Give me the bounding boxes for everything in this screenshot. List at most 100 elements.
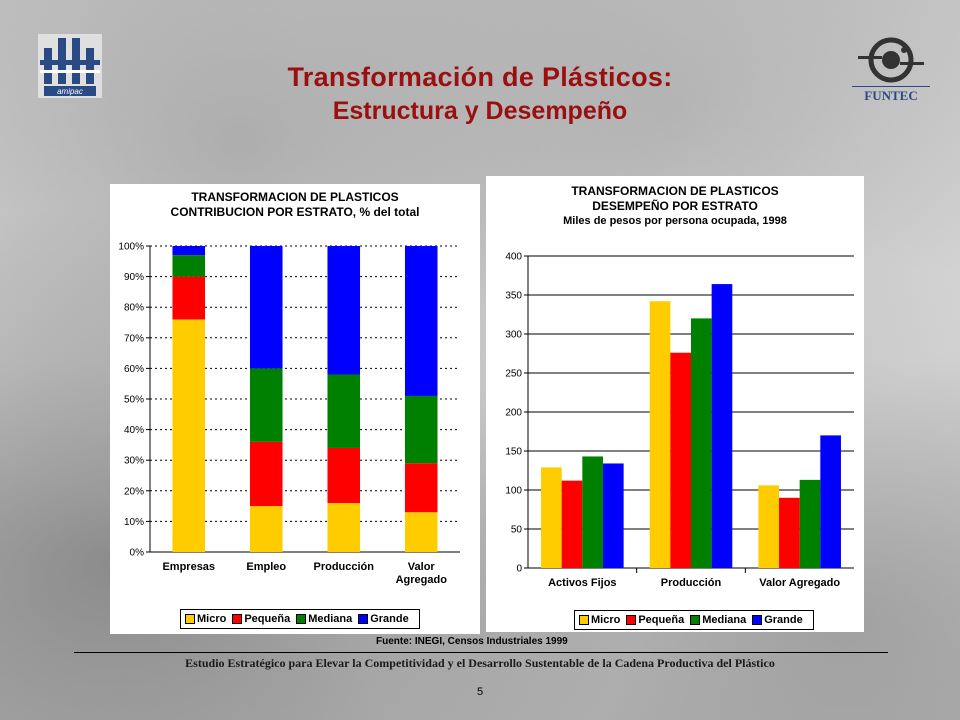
chart-desempeno-legend-swatch-micro [579, 615, 589, 625]
amipac-logo-text: amipac [57, 87, 83, 96]
chart-contribucion-bar-empleo-mediana [249, 368, 283, 442]
chart-desempeno-bar-valor-agregado-grande [820, 435, 841, 568]
chart-contribucion-legend-swatch-grande [358, 614, 369, 624]
chart-contribucion-bar-empleo-grande [249, 246, 283, 369]
chart-contribucion-ytick-label: 20% [124, 486, 144, 497]
funtec-logo-text: FUNTEC [852, 86, 930, 104]
chart-contribucion-bar-valor-agregado-pequena [404, 463, 438, 513]
chart-contribucion-bar-produccion-grande [327, 246, 361, 375]
chart-desempeno-legend-item-pequena: Pequeña [626, 614, 684, 626]
footer-divider [74, 652, 888, 653]
chart-contribucion-bar-produccion-pequena [327, 447, 361, 504]
chart-desempeno-bar-activos-fijos-mediana [582, 456, 603, 568]
chart-desempeno-legend-swatch-pequena [626, 615, 637, 625]
funtec-logo: FUNTEC [852, 36, 930, 104]
chart-desempeno-bar-produccion-mediana [691, 318, 712, 568]
chart-contribucion-legend-label-micro: Micro [197, 613, 227, 625]
chart-contribucion-bar-valor-agregado-grande [404, 246, 438, 396]
chart-desempeno-bar-valor-agregado-pequena [779, 497, 800, 568]
chart-contribucion-bar-empleo-micro [249, 506, 283, 552]
chart-contribucion-title-line2: CONTRIBUCION POR ESTRATO, % del total [170, 205, 420, 219]
chart-contribucion-legend-swatch-micro [185, 614, 195, 624]
chart-contribucion-bar-produccion-mediana [327, 374, 361, 448]
chart-desempeno-legend-label-micro: Micro [591, 614, 621, 626]
chart-desempeno-legend-label-mediana: Mediana [702, 614, 747, 626]
chart-desempeno-ytick-label: 350 [505, 291, 522, 302]
chart-desempeno-legend-item-mediana: Mediana [690, 614, 746, 626]
chart-desempeno-ytick-label: 100 [505, 486, 522, 497]
chart-desempeno-legend-item-micro: Micro [579, 614, 620, 626]
chart-contribucion-bar-empresas-pequena [172, 276, 206, 320]
chart-desempeno-legend-swatch-mediana [690, 615, 701, 625]
chart-contribucion-title: TRANSFORMACION DE PLASTICOS CONTRIBUCION… [110, 190, 480, 220]
chart-desempeno-xtick-label: Producción [661, 577, 722, 589]
chart-contribucion-bar-valor-agregado-mediana [404, 395, 438, 464]
chart-desempeno-ytick-label: 0 [516, 564, 522, 575]
source-note: Fuente: INEGI, Censos Industriales 1999 [376, 636, 568, 647]
chart-desempeno-legend-label-pequena: Pequeña [638, 614, 685, 626]
chart-desempeno-ytick-label: 300 [505, 330, 522, 341]
chart-contribucion-legend-item-mediana: Mediana [296, 613, 352, 625]
chart-desempeno-bar-activos-fijos-pequena [561, 480, 583, 568]
chart-desempeno-title: TRANSFORMACION DE PLASTICOS DESEMPEÑO PO… [486, 184, 864, 229]
chart-contribucion-legend-label-pequena: Pequeña [244, 613, 291, 625]
chart-contribucion-ytick-label: 70% [124, 333, 144, 344]
chart-desempeno-legend-label-grande: Grande [764, 614, 803, 626]
chart-desempeno-xtick-label: Activos Fijos [548, 577, 616, 589]
chart-contribucion-xtick-label: Empleo [246, 561, 286, 573]
chart-desempeno-panel: TRANSFORMACION DE PLASTICOS DESEMPEÑO PO… [486, 176, 864, 632]
amipac-logo: amipac [34, 30, 106, 102]
chart-contribucion-bar-empleo-pequena [249, 441, 283, 507]
chart-contribucion-xtick-label: Agregado [396, 574, 448, 586]
chart-desempeno-ytick-label: 150 [505, 447, 522, 458]
chart-desempeno-title-line1: TRANSFORMACION DE PLASTICOS [571, 184, 779, 198]
footer-text: Estudio Estratégico para Elevar la Compe… [185, 656, 775, 670]
chart-contribucion-ytick-label: 100% [118, 242, 144, 253]
chart-desempeno-bar-produccion-grande [711, 284, 733, 568]
chart-desempeno-bar-produccion-pequena [670, 352, 691, 568]
chart-desempeno-xtick-label: Valor Agregado [759, 577, 840, 589]
chart-desempeno-legend-item-grande: Grande [752, 614, 803, 626]
chart-desempeno-plot: 0 50 100 150 200 250 300 350 400 Activos Fijos Pro… [505, 252, 854, 589]
chart-contribucion-bar-empresas-micro [172, 319, 206, 552]
chart-contribucion-bar-empresas-grande [172, 246, 206, 256]
chart-contribucion-ytick-label: 50% [124, 395, 144, 406]
chart-contribucion-ytick-label: 0% [130, 548, 145, 559]
chart-contribucion-legend-label-grande: Grande [370, 613, 409, 625]
chart-contribucion-ytick-label: 80% [124, 303, 144, 314]
chart-contribucion-xtick-label: Valor [408, 561, 436, 573]
page-title: Transformación de Plásticos: [287, 62, 673, 92]
chart-contribucion-ytick-label: 10% [124, 517, 144, 528]
chart-contribucion-ytick-label: 30% [124, 456, 144, 467]
chart-desempeno-ytick-label: 400 [505, 252, 522, 263]
chart-contribucion-legend-item-micro: Micro [185, 613, 226, 625]
page-subtitle: Estructura y Desempeño [332, 97, 628, 125]
chart-contribucion-legend: Micro Pequeña Mediana Grande [180, 609, 420, 629]
chart-desempeno-note: Miles de pesos por persona ocupada, 1998 [563, 215, 787, 227]
chart-contribucion-bar-produccion-micro [327, 503, 361, 552]
chart-desempeno-ytick-label: 200 [505, 408, 522, 419]
chart-contribucion-ytick-label: 90% [124, 272, 144, 283]
chart-desempeno-title-line2: DESEMPEÑO POR ESTRATO [592, 199, 758, 213]
chart-desempeno-bar-activos-fijos-micro [541, 467, 562, 568]
page-header: Transformación de Plásticos: Estructura … [0, 62, 960, 126]
chart-contribucion-xtick-label: Producción [313, 561, 374, 573]
chart-contribucion-legend-swatch-pequena [232, 614, 243, 624]
chart-desempeno-ytick-label: 50 [511, 525, 523, 536]
chart-contribucion-ytick-label: 40% [124, 425, 144, 436]
chart-contribucion-legend-item-pequena: Pequeña [232, 613, 290, 625]
chart-contribucion-bar-empresas-mediana [172, 255, 206, 277]
chart-desempeno-bar-produccion-micro [649, 301, 671, 568]
chart-desempeno-bar-valor-agregado-mediana [799, 479, 821, 568]
chart-contribucion-xtick-label: Empresas [162, 561, 215, 573]
chart-desempeno-legend-swatch-grande [752, 615, 763, 625]
chart-contribucion-legend-label-mediana: Mediana [308, 613, 353, 625]
chart-contribucion-panel: TRANSFORMACION DE PLASTICOS CONTRIBUCION… [110, 184, 480, 634]
chart-contribucion-legend-swatch-mediana [296, 614, 307, 624]
page-number: 5 [476, 686, 484, 698]
chart-desempeno-bar-activos-fijos-grande [602, 463, 624, 568]
chart-contribucion-bar-valor-agregado-micro [404, 512, 438, 552]
chart-contribucion-ytick-label: 60% [124, 364, 144, 375]
chart-desempeno-ytick-label: 250 [505, 369, 522, 380]
chart-contribucion-legend-item-grande: Grande [358, 613, 409, 625]
